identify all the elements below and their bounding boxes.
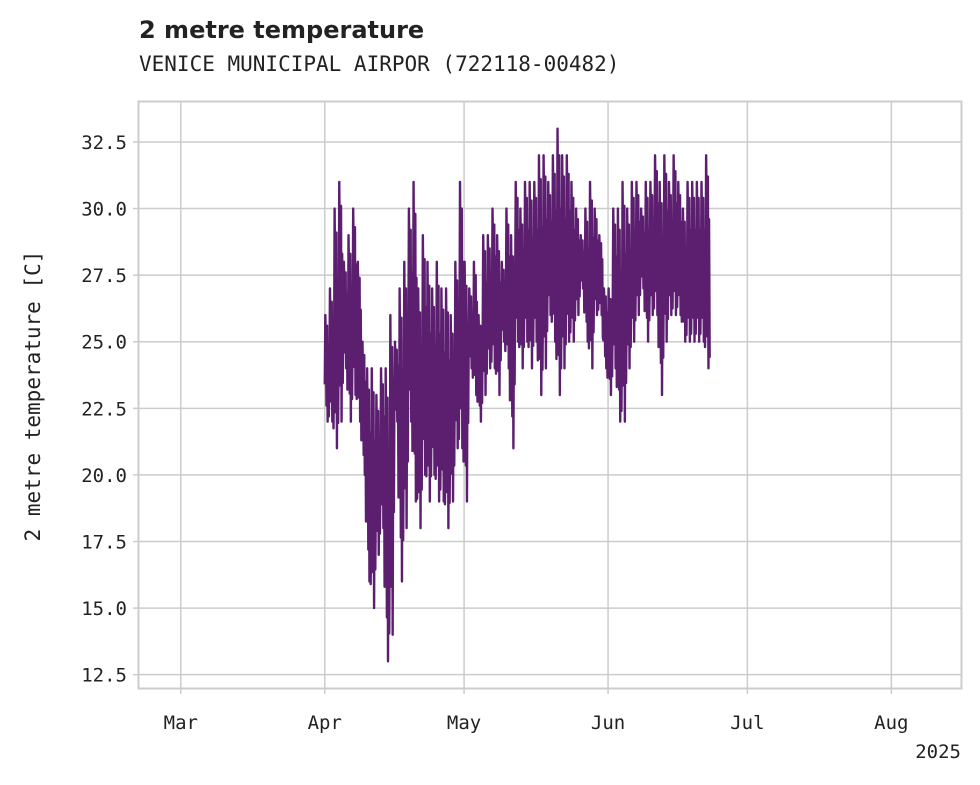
y-tick-label: 15.0 bbox=[81, 598, 127, 620]
x-tick-label: Mar bbox=[164, 712, 198, 734]
y-tick-label: 32.5 bbox=[81, 132, 127, 154]
x-axis: Mar Apr May Jun Jul Aug bbox=[164, 688, 909, 734]
y-tick-label: 22.5 bbox=[81, 398, 127, 420]
y-tick-label: 20.0 bbox=[81, 465, 127, 487]
x-axis-year-label: 2025 bbox=[915, 741, 961, 763]
plot-frame bbox=[137, 100, 963, 690]
x-tick-label: Aug bbox=[874, 712, 908, 734]
x-tick-label: Apr bbox=[308, 712, 342, 734]
y-axis: 12.5 15.0 17.5 20.0 22.5 25.0 27.5 30.0 32.5 bbox=[81, 132, 139, 687]
series-line-0 bbox=[323, 127, 711, 663]
x-tick-label: Jun bbox=[591, 712, 625, 734]
series-layer bbox=[323, 127, 711, 663]
y-tick-label: 25.0 bbox=[81, 332, 127, 354]
x-tick-label: Jul bbox=[730, 712, 764, 734]
y-tick-label: 12.5 bbox=[81, 665, 127, 687]
grid bbox=[139, 102, 961, 688]
y-axis-label: 2 metre temperature [C] bbox=[21, 251, 45, 542]
y-tick-label: 30.0 bbox=[81, 199, 127, 221]
chart-subtitle: VENICE MUNICIPAL AIRPOR (722118-00482) bbox=[139, 52, 620, 76]
x-tick-label: May bbox=[447, 712, 481, 734]
chart-title: 2 metre temperature bbox=[139, 16, 425, 44]
y-tick-label: 27.5 bbox=[81, 265, 127, 287]
y-tick-label: 17.5 bbox=[81, 532, 127, 554]
